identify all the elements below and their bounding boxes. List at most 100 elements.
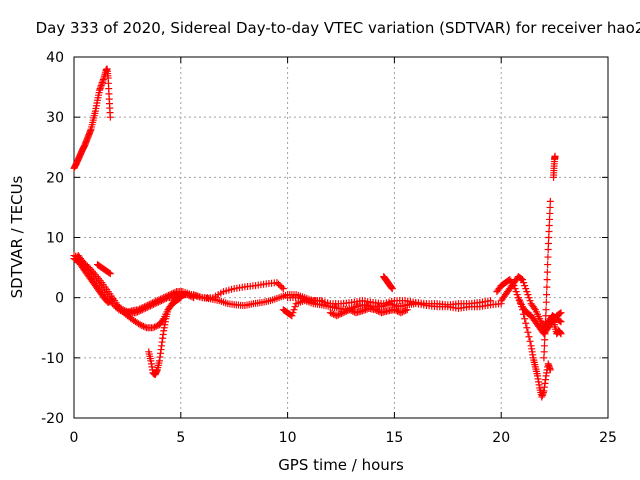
data-point — [119, 306, 127, 314]
data-point — [151, 300, 159, 308]
data-point — [557, 330, 565, 338]
data-point — [186, 292, 194, 300]
data-point — [106, 113, 114, 121]
data-point — [371, 306, 379, 314]
x-tick-label: 5 — [176, 430, 185, 446]
data-point — [336, 310, 344, 318]
data-point — [83, 262, 91, 270]
data-point — [546, 366, 554, 374]
data-point — [291, 303, 299, 311]
data-point — [149, 324, 157, 332]
y-tick-label: 10 — [46, 231, 64, 247]
data-point — [546, 197, 554, 205]
y-tick-label: 20 — [46, 170, 64, 186]
data-point — [487, 297, 495, 305]
x-tick-label: 15 — [385, 430, 403, 446]
data-point — [289, 309, 297, 317]
data-point — [273, 279, 281, 287]
data-point — [540, 348, 548, 356]
data-point — [543, 283, 551, 291]
data-point — [161, 295, 169, 303]
data-point — [524, 328, 532, 336]
data-point — [106, 270, 114, 278]
data-point — [397, 309, 405, 317]
x-tick-label: 10 — [279, 430, 297, 446]
data-point — [185, 291, 193, 299]
series-arc-d — [93, 261, 114, 278]
data-point — [524, 291, 532, 299]
data-point — [525, 294, 533, 302]
data-point — [116, 304, 124, 312]
x-tick-label: 25 — [599, 430, 617, 446]
y-tick-label: -20 — [41, 411, 64, 427]
data-point — [134, 308, 142, 316]
series-late-spike — [550, 152, 559, 181]
data-point — [278, 283, 286, 291]
data-point — [515, 297, 523, 305]
data-point — [543, 268, 551, 276]
data-point — [346, 306, 354, 314]
data-point — [135, 307, 143, 315]
series-late-rise — [540, 197, 554, 362]
data-point — [512, 288, 520, 296]
y-tick-label: 40 — [46, 50, 64, 66]
data-point — [139, 322, 147, 330]
data-point — [159, 296, 167, 304]
data-point — [519, 306, 527, 314]
data-point — [521, 315, 529, 323]
data-point — [132, 309, 140, 317]
data-point — [138, 321, 146, 329]
data-point — [146, 302, 154, 310]
data-point — [358, 307, 366, 315]
data-point — [279, 285, 287, 293]
data-point — [542, 312, 550, 320]
data-point — [545, 227, 553, 235]
data-point — [541, 324, 549, 332]
data-point — [153, 299, 161, 307]
data-point — [162, 294, 170, 302]
data-point — [392, 306, 400, 314]
data-point — [108, 295, 116, 303]
data-point — [338, 309, 346, 317]
data-point — [170, 294, 178, 302]
data-point — [544, 240, 552, 248]
data-point — [172, 293, 180, 301]
data-point — [546, 209, 554, 217]
data-point — [326, 309, 334, 317]
data-point — [542, 318, 550, 326]
data-point — [513, 291, 521, 299]
data-point — [530, 304, 538, 312]
data-point — [522, 285, 530, 293]
data-point — [152, 322, 160, 330]
data-point — [347, 306, 355, 314]
data-point — [328, 309, 336, 317]
data-point — [333, 312, 341, 320]
data-point — [362, 306, 370, 314]
data-point — [514, 294, 522, 302]
series-mid-band-2 — [284, 294, 495, 309]
data-point — [519, 276, 527, 284]
series-late-tail — [548, 312, 565, 338]
data-point — [105, 269, 113, 277]
data-point — [520, 279, 528, 287]
data-point — [523, 288, 531, 296]
data-point — [158, 297, 166, 305]
series-rising-arc-start — [70, 65, 114, 172]
data-point — [140, 305, 148, 313]
data-point — [136, 321, 144, 329]
data-point — [544, 253, 552, 261]
data-point — [341, 308, 349, 316]
data-point — [113, 303, 121, 311]
chart-title: Day 333 of 2020, Sidereal Day-to-day VTE… — [36, 19, 640, 37]
data-point — [541, 330, 549, 338]
data-point — [403, 306, 411, 314]
data-point — [525, 333, 533, 341]
data-point — [546, 203, 554, 211]
data-point — [520, 310, 528, 318]
series-late-dip — [514, 294, 554, 401]
data-point — [188, 293, 196, 301]
data-point — [174, 292, 182, 300]
x-tick-label: 20 — [492, 430, 510, 446]
data-point — [156, 297, 164, 305]
data-point — [517, 303, 525, 311]
